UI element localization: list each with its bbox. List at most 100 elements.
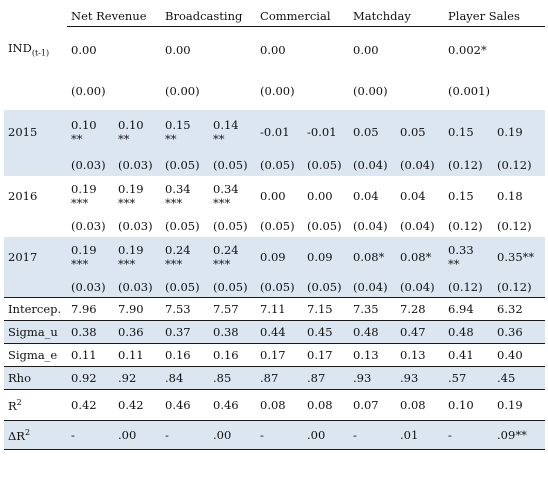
value-cell: 7.11: [256, 297, 304, 321]
value-cell: 0.37: [161, 320, 209, 344]
value-cell: (0.05): [303, 276, 350, 298]
value-cell: 0.13: [396, 343, 445, 367]
value-cell: 0.41: [444, 343, 494, 367]
row-label-text: 2017: [8, 249, 38, 264]
value-cell: -: [67, 420, 114, 450]
table-row: (0.03) (0.03) (0.05) (0.05) (0.05) (0.05) (0.0…: [4, 154, 546, 176]
row-label: [4, 276, 67, 298]
value-cell: (0.12): [497, 219, 532, 233]
table-row: (0.00) (0.00) (0.00) (0.00) (0.001): [4, 73, 545, 110]
value-cell: .01: [396, 420, 445, 450]
value-cell: 0.46: [209, 389, 257, 421]
value-cell: .92: [114, 366, 161, 390]
value-cell: -: [161, 420, 209, 450]
value-cell: 7.15: [303, 297, 350, 321]
value-cell: 0.19: [493, 109, 546, 155]
row-label-superscript: 2: [16, 397, 22, 407]
value-cell: (0.00): [71, 84, 106, 98]
value-cell: 0.00: [71, 42, 97, 57]
value-cell: 0.11: [114, 343, 161, 367]
value-cell: 0.34 ***: [213, 181, 239, 210]
value-cell: .87: [256, 366, 304, 390]
row-label-text: Sigma_u: [8, 325, 58, 339]
value-cell: 0.15: [444, 109, 494, 155]
value-cell: 0.19: [493, 389, 546, 421]
table-row: Intercep. 7.96 7.90 7.53 7.57 7.11 7.15 7.35 7.2…: [4, 297, 546, 321]
value-cell: 0.17: [256, 343, 304, 367]
value-cell: 0.08*: [349, 236, 397, 277]
row-label: Sigma_e: [4, 343, 67, 367]
value-cell: -: [349, 420, 397, 450]
value-cell: (0.03): [67, 154, 114, 176]
row-label-superscript: 2: [24, 427, 31, 437]
header-corner: [4, 5, 67, 27]
value-cell: (0.05): [303, 154, 350, 176]
value-cell: 0.19 ***: [118, 181, 144, 210]
value-cell: 0.19 ***: [71, 181, 97, 210]
row-label: Rho: [4, 366, 67, 390]
value-cell: 0.17: [303, 343, 350, 367]
table-row: IND(t-1) 0.00 0.00 0.00 0.00 0.002*: [4, 27, 545, 73]
value-cell: (0.12): [444, 276, 494, 298]
value-cell: 0.10 **: [114, 109, 161, 155]
value-cell: .93: [349, 366, 397, 390]
header-commercial: Commercial: [256, 5, 350, 27]
value-cell: .57: [444, 366, 494, 390]
value-cell: .84: [161, 366, 209, 390]
value-cell: 0.08: [396, 389, 445, 421]
value-cell: (0.05): [165, 219, 200, 233]
value-cell: 7.28: [396, 297, 445, 321]
value-cell: (0.00): [165, 84, 200, 98]
value-cell: 0.09: [256, 236, 304, 277]
value-cell: (0.03): [114, 276, 161, 298]
value-cell: 0.00: [353, 42, 379, 57]
value-cell: (0.04): [396, 154, 445, 176]
value-cell: 0.00: [307, 188, 333, 203]
value-cell: (0.12): [493, 276, 546, 298]
row-label-text: Sigma_e: [8, 348, 58, 362]
value-cell: 0.08*: [396, 236, 445, 277]
value-cell: (0.05): [307, 219, 342, 233]
value-cell: (0.12): [444, 154, 494, 176]
table-row: R2 0.42 0.42 0.46 0.46 0.08 0.08 0.07 0.08 0.10 0.…: [4, 389, 546, 421]
value-cell: 0.48: [349, 320, 397, 344]
value-cell: (0.03): [118, 219, 153, 233]
value-cell: 0.48: [444, 320, 494, 344]
value-cell: -0.01: [256, 109, 304, 155]
header-player-sales: Player Sales: [444, 5, 546, 27]
row-label: R2: [4, 389, 67, 421]
row-label-text: IND: [8, 41, 32, 56]
row-label: Intercep.: [4, 297, 67, 321]
value-cell: 0.38: [209, 320, 257, 344]
value-cell: 0.19 ***: [67, 236, 114, 277]
value-cell: 6.94: [444, 297, 494, 321]
table-row: (0.03) (0.03) (0.05) (0.05) (0.05) (0.05) (0.0…: [4, 276, 546, 298]
value-cell: .45: [493, 366, 546, 390]
value-cell: 0.15 **: [161, 109, 209, 155]
value-cell: 7.96: [67, 297, 114, 321]
value-cell: (0.04): [349, 276, 397, 298]
value-cell: 0.14 **: [209, 109, 257, 155]
value-cell: 0.10: [444, 389, 494, 421]
row-label-text: R: [8, 398, 17, 413]
row-label-text: Rho: [8, 371, 31, 385]
value-cell: (0.05): [209, 276, 257, 298]
value-cell: 0.07: [349, 389, 397, 421]
value-cell: (0.12): [448, 219, 483, 233]
value-cell: -0.01: [303, 109, 350, 155]
row-label: IND(t-1): [4, 27, 67, 73]
value-cell: 7.35: [349, 297, 397, 321]
value-cell: 6.32: [493, 297, 546, 321]
value-cell: 0.92: [67, 366, 114, 390]
header-net-revenue: Net Revenue: [67, 5, 161, 27]
value-cell: (0.05): [256, 276, 304, 298]
row-label-text: ΔR: [8, 428, 25, 443]
value-cell: 0.08: [256, 389, 304, 421]
value-cell: (0.05): [209, 154, 257, 176]
table-row: 2016 0.19 *** 0.19 *** 0.34 *** 0.34 *** 0.00…: [4, 176, 545, 216]
value-cell: 0.24 ***: [161, 236, 209, 277]
value-cell: 0.40: [493, 343, 546, 367]
value-cell: (0.05): [256, 154, 304, 176]
value-cell: 0.04: [353, 188, 379, 203]
header-broadcasting: Broadcasting: [161, 5, 257, 27]
